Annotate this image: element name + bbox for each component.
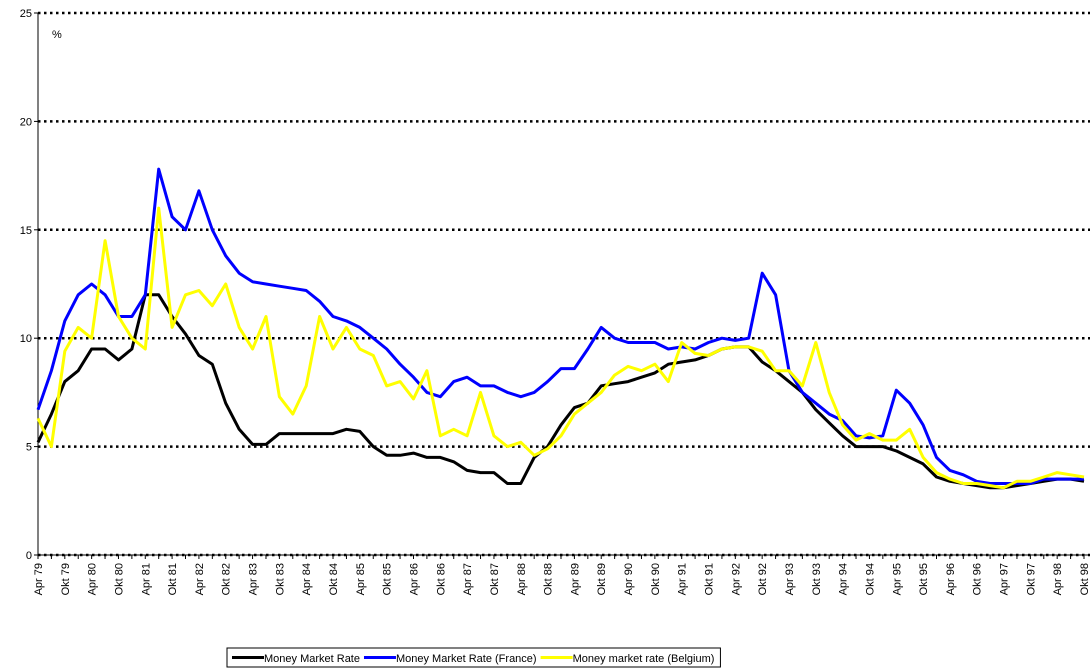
legend-label: Money market rate (Belgium): [573, 653, 715, 665]
x-tick-label: Okt 88: [543, 563, 555, 595]
x-tick-label: Okt 92: [757, 563, 769, 595]
x-tick-label: Okt 82: [221, 563, 233, 595]
x-tick-label: Apr 83: [248, 563, 260, 595]
legend-label: Money Market Rate (France): [396, 653, 537, 665]
x-tick-label: Okt 95: [918, 563, 930, 595]
x-tick-label: Okt 93: [811, 563, 823, 595]
x-tick-label: Okt 80: [113, 563, 125, 595]
series-line: [36, 293, 1085, 490]
x-tick-label: Okt 97: [1025, 563, 1037, 595]
x-tick-label: Apr 93: [784, 563, 796, 595]
y-tick-label: 20: [20, 116, 32, 128]
x-tick-label: Apr 86: [408, 563, 420, 595]
x-tick-label: Okt 96: [972, 563, 984, 595]
x-tick-label: Apr 94: [838, 563, 850, 595]
y-tick-label: 0: [26, 550, 32, 562]
x-tick-label: Apr 82: [194, 563, 206, 595]
legend-box: [226, 647, 721, 668]
x-tick-label: Apr 79: [33, 563, 45, 595]
x-tick-label: Okt 87: [489, 563, 501, 595]
x-tick-label: Okt 86: [435, 563, 447, 595]
x-tick-label: Apr 96: [945, 563, 957, 595]
x-tick-label: Okt 89: [596, 563, 608, 595]
x-tick-label: Apr 84: [301, 563, 313, 595]
x-tick-label: Apr 88: [516, 563, 528, 595]
x-tick-label: Apr 98: [1052, 563, 1064, 595]
series-line: [36, 206, 1085, 490]
x-tick-label: Okt 84: [328, 563, 340, 595]
x-tick-label: Apr 91: [677, 563, 689, 595]
x-tick-label: Okt 91: [704, 563, 716, 595]
y-axis-label: %: [52, 29, 62, 41]
x-tick-label: Okt 81: [167, 563, 179, 595]
y-tick-label: 15: [20, 225, 32, 237]
legend-label: Money Market Rate: [264, 653, 360, 665]
x-tick-label: Apr 85: [355, 563, 367, 595]
x-tick-label: Apr 95: [891, 563, 903, 595]
x-tick-label: Apr 87: [462, 563, 474, 595]
x-tick-label: Apr 89: [569, 563, 581, 595]
x-tick-label: Okt 90: [650, 563, 662, 595]
x-tick-label: Apr 90: [623, 563, 635, 595]
x-tick-label: Okt 94: [864, 563, 876, 595]
x-tick-label: Apr 92: [730, 563, 742, 595]
x-tick-label: Apr 97: [999, 563, 1011, 595]
x-tick-label: Apr 81: [140, 563, 152, 595]
series-line: [36, 167, 1084, 485]
y-tick-label: 5: [26, 442, 32, 454]
x-tick-label: Okt 83: [274, 563, 286, 595]
y-tick-label: 25: [20, 8, 32, 20]
y-tick-label: 10: [20, 333, 32, 345]
x-tick-label: Apr 80: [87, 563, 99, 595]
x-tick-label: Okt 79: [60, 563, 72, 595]
x-tick-label: Okt 98: [1079, 563, 1090, 595]
x-tick-label: Okt 85: [382, 563, 394, 595]
